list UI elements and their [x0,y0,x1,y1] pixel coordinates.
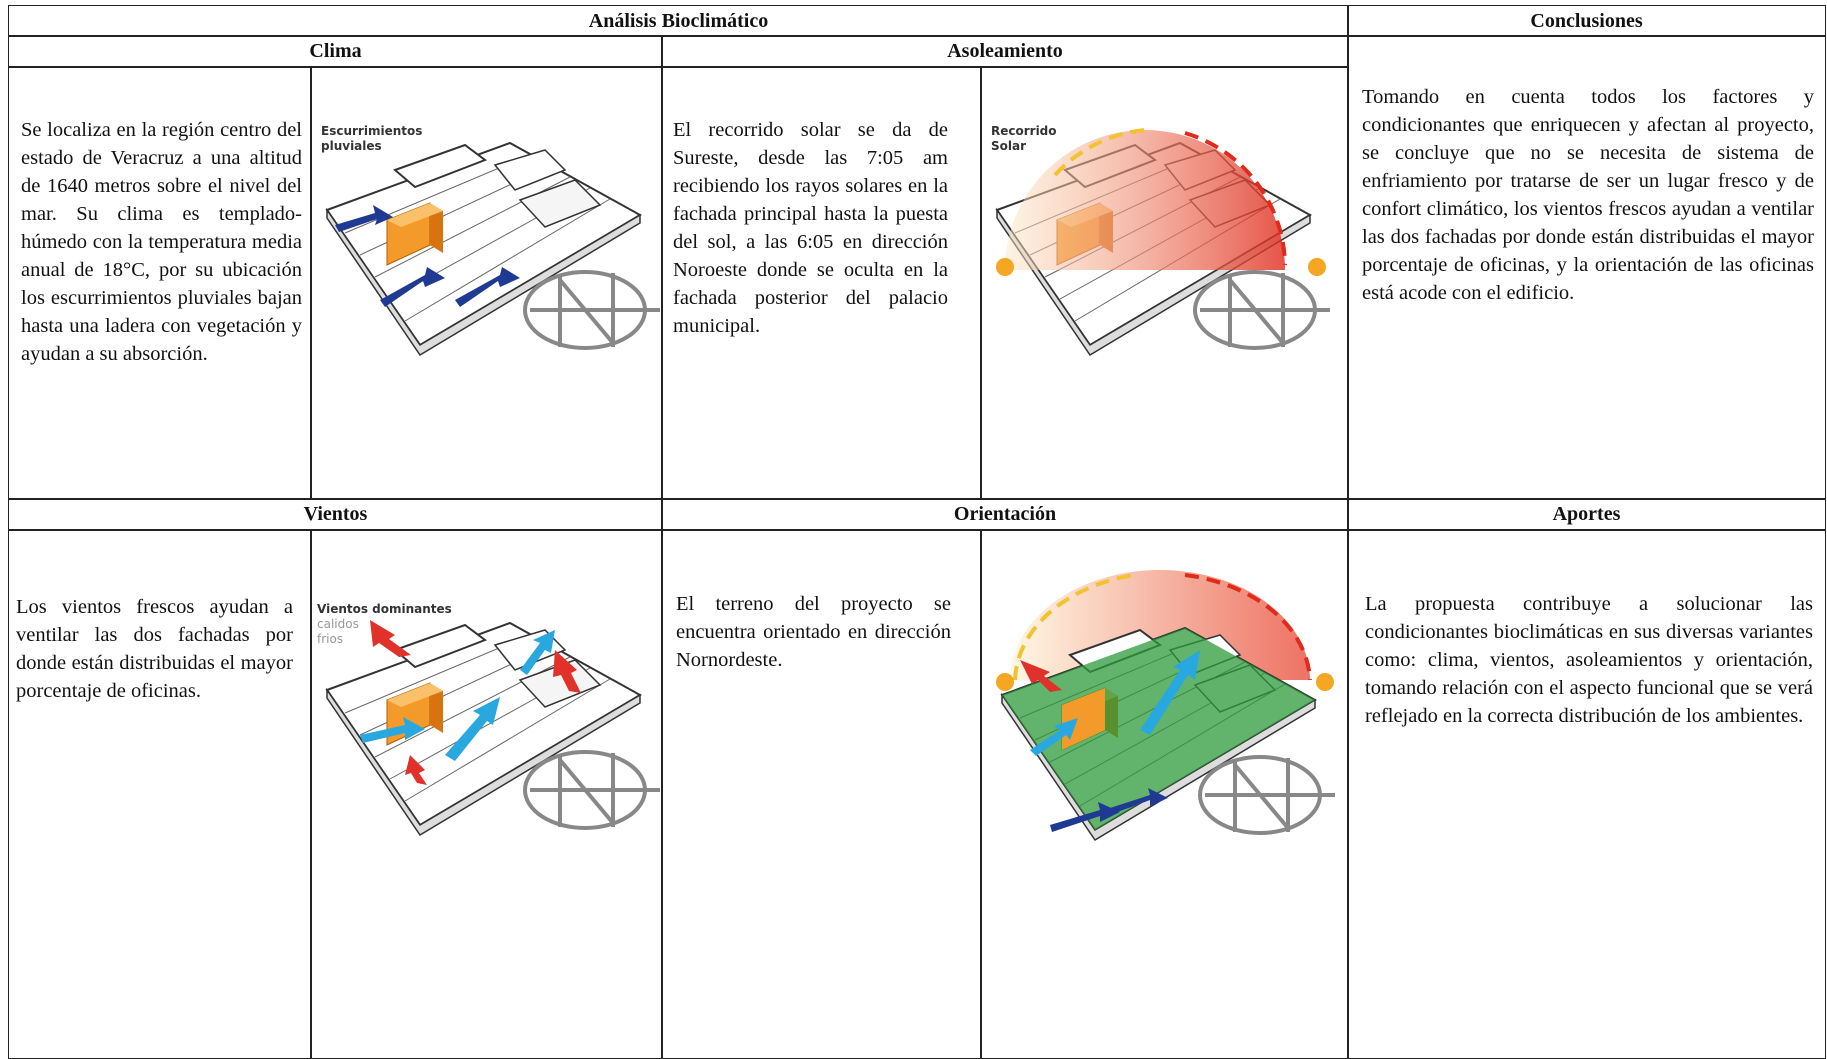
diagram-shape [1140,650,1200,735]
sun-path [1053,128,1146,177]
diagram-shape [370,620,411,657]
diagram-label: Solar [991,139,1026,153]
header-cell: Análisis Bioclimático [8,5,1349,37]
wind-arrows [1050,788,1168,832]
asoleamiento-diagram: Recorrido Solar [991,124,1332,357]
section-title: Clima [309,40,362,62]
terrain [1002,628,1315,830]
text-cell [8,66,312,500]
sun-icon [996,258,1014,276]
orientacion-diagram [996,570,1337,842]
sun-icon [1308,258,1326,276]
sun-path [1013,573,1136,681]
diagram-label: Vientos dominantes [317,602,452,616]
header-cell: Aportes [1347,498,1826,531]
vientos-diagram: Vientos dominantes calidos frios [317,602,660,837]
diagram-shape [360,717,425,743]
diagram-label: calidos [317,617,359,631]
sun-path [1184,573,1312,681]
aportes-header: Aportes [1552,503,1621,525]
conclusions-cell [1347,35,1826,500]
section-text: El recorrido solar se da de Sureste, des… [673,119,948,337]
header-cell: Clima [8,35,663,68]
section-text: Se localiza en la región centro del esta… [21,119,302,365]
diagram-shape [1030,718,1078,756]
sun-icon [1316,673,1334,691]
aportes-text: La propuesta contribuye a solucionar las… [1365,593,1813,727]
diagram-shape [455,267,520,307]
section-title: Asoleamiento [947,40,1063,62]
header-cell: Conclusiones [1347,5,1826,37]
diagram-shape [1050,802,1120,832]
clima-diagram: Escurrimientos pluviales [321,124,660,357]
diagram-shape [335,205,393,232]
section-text: Los vientos frescos ayudan a ventilar la… [16,596,293,702]
diagram-label: Recorrido [991,124,1057,138]
sun-path [1184,131,1287,266]
header: Análisis Bioclimático [588,10,769,32]
site-plan [325,621,660,837]
diagram-shape [405,755,427,785]
text-cell [661,66,982,500]
cool-arrows [1030,650,1200,756]
diagram-label: Escurrimientos [321,124,422,138]
diagram-label: pluviales [321,139,382,153]
section-title: Vientos [303,503,368,525]
diagram-label: frios [317,632,343,646]
conclusions-header: Conclusiones [1530,10,1643,32]
site-plan [325,141,660,357]
header-cell: Asoleamiento [661,35,1349,68]
rain-arrows [335,205,520,307]
diagram-shape [445,697,500,761]
image-cell [980,66,1349,500]
warm-winds [370,620,581,785]
conclusions-text: Tomando en cuenta todos los factores y c… [1362,86,1814,304]
diagram-shape [380,267,445,307]
cool-winds [360,630,555,761]
image-cell [310,66,663,500]
site-group [1000,626,1337,842]
sun-area [1005,130,1285,270]
header-cell: Vientos [8,498,663,531]
section-text: El terreno del proyecto se encuentra ori… [676,593,951,671]
section-title: Orientación [953,503,1057,525]
warm-arrow [1020,660,1062,692]
diagram-shape [520,630,555,675]
sun-icon [996,673,1014,691]
diagram-shape [1110,788,1168,814]
diagram-shape [553,650,581,693]
header-cell: Orientación [661,498,1349,531]
building [1062,688,1105,750]
